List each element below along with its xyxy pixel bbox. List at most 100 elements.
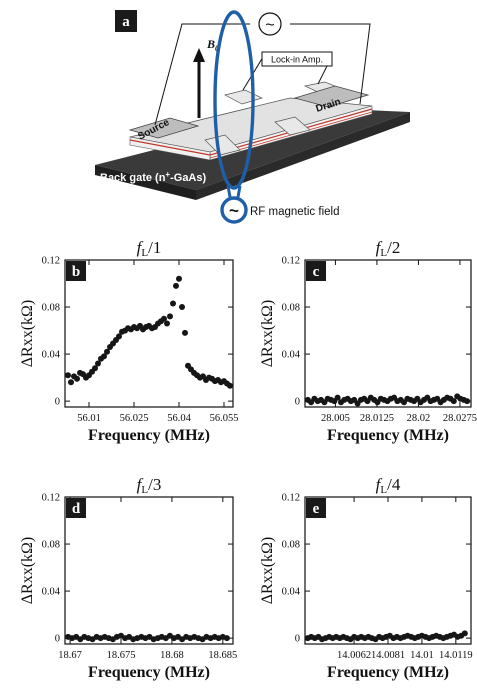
data-point-e xyxy=(461,630,468,637)
plot-frame-d xyxy=(64,496,234,645)
rf-field-label: RF magnetic field xyxy=(250,206,339,218)
plot-frame-c xyxy=(304,259,472,408)
y-tick-label-b: 0.04 xyxy=(42,350,61,361)
y-tick-label-e: 0.08 xyxy=(282,540,300,551)
y-tick-label-e: 0.12 xyxy=(282,493,300,504)
data-point-b xyxy=(92,365,98,372)
x-tick-label-d: 18.68 xyxy=(160,650,184,661)
x-tick-label-e: 14.0081 xyxy=(371,650,405,661)
chart-panel-d: 0 0.04 0.08 0.12 18.67 18.675 18.68 18.685 fL/3 F… xyxy=(19,475,237,681)
x-axis-label-c: Frequency (MHz) xyxy=(327,427,449,444)
y-axis-label-b: ΔRxx(kΩ) xyxy=(19,300,36,368)
y-axis-label-c: ΔRxx(kΩ) xyxy=(259,300,276,368)
device-schematic: Back gate (n+-GaAs) Source Drain xyxy=(95,10,410,224)
data-point-b xyxy=(176,275,182,282)
panel-a-letter-box xyxy=(115,10,137,32)
y-tick-label-c: 0.12 xyxy=(282,256,300,267)
circuit-wires xyxy=(154,23,371,126)
chart-panel-b: 0 0.04 0.08 0.12 56.01 56.025 56.04 56.055 fL/1 F… xyxy=(19,238,238,444)
panel-e-letter: e xyxy=(313,501,320,517)
plot-frame-b xyxy=(64,259,234,408)
lock-in-amp-box xyxy=(261,51,333,67)
data-point-c xyxy=(450,398,457,405)
data-point-b xyxy=(167,313,173,320)
x-tick-label-c: 28.0275 xyxy=(443,413,477,424)
data-point-b xyxy=(65,372,71,379)
data-point-c xyxy=(464,398,471,405)
back-gate-label: Back gate (n+-GaAs) xyxy=(100,170,206,184)
y-tick-label-c: 0 xyxy=(295,397,300,408)
charts-group: 0 0.04 0.08 0.12 56.01 56.025 56.04 56.055 fL/1 F… xyxy=(19,238,477,681)
data-point-b xyxy=(68,379,74,386)
x-axis-label-e: Frequency (MHz) xyxy=(327,664,449,681)
panel-a-letter: a xyxy=(122,14,130,30)
panel-e-letter-box xyxy=(306,498,326,518)
chart-title-b: fL/1 xyxy=(137,238,162,259)
source-pad xyxy=(128,117,200,139)
chart-title-e: fL/4 xyxy=(376,475,401,496)
data-point-b xyxy=(179,304,185,310)
y-tick-label-d: 0 xyxy=(55,634,60,645)
data-point-b xyxy=(74,375,80,382)
x-tick-label-e: 14.0119 xyxy=(439,650,473,661)
y-tick-label-e: 0 xyxy=(295,634,300,645)
y-axis-label-d: ΔRxx(kΩ) xyxy=(19,537,36,605)
chart-panel-c: 0 0.04 0.08 0.12 28.005 28.0125 28.02 28.0275 fL… xyxy=(259,238,477,444)
data-point-b xyxy=(227,382,233,389)
data-point-b xyxy=(95,360,101,367)
y-tick-label-d: 0.04 xyxy=(42,587,61,598)
x-axis-label-d: Frequency (MHz) xyxy=(88,664,210,681)
plot-frame-e xyxy=(304,496,472,645)
ac-source-symbol: ~ xyxy=(265,17,274,34)
panel-d-letter: d xyxy=(72,501,81,517)
y-tick-label-d: 0.08 xyxy=(42,540,60,551)
lock-in-amp-label: Lock-in Amp. xyxy=(271,55,323,65)
x-tick-label-e: 14.01 xyxy=(410,650,434,661)
y-tick-label-c: 0.08 xyxy=(282,303,300,314)
panel-b-letter: b xyxy=(72,264,80,280)
y-tick-label-b: 0.08 xyxy=(42,303,60,314)
x-tick-label-b: 56.01 xyxy=(77,413,101,424)
panel-d-letter-box xyxy=(66,498,86,518)
data-point-b xyxy=(116,333,122,340)
chart-title-c: fL/2 xyxy=(376,238,401,259)
panel-c-letter: c xyxy=(313,264,320,280)
y-tick-label-b: 0 xyxy=(55,397,60,408)
back-gate-board xyxy=(95,108,410,190)
x-tick-label-c: 28.02 xyxy=(407,413,431,424)
x-tick-label-d: 18.675 xyxy=(107,650,136,661)
rf-loop xyxy=(213,10,255,190)
y-tick-label-e: 0.04 xyxy=(282,587,301,598)
data-point-b xyxy=(173,282,179,289)
y-tick-label-d: 0.12 xyxy=(42,493,60,504)
y-tick-label-b: 0.12 xyxy=(42,256,60,267)
panel-c-letter-box xyxy=(306,261,326,281)
chart-panel-e: 0 0.04 0.08 0.12 14.0062 14.0081 14.01 14.0119 f… xyxy=(259,475,473,681)
data-point-b xyxy=(101,353,107,360)
data-point-b xyxy=(161,315,167,322)
y-tick-label-c: 0.04 xyxy=(282,350,301,361)
drain-pad xyxy=(293,85,370,108)
data-point-b xyxy=(170,300,176,307)
data-point-d xyxy=(223,635,230,642)
ac-source xyxy=(258,12,282,36)
data-point-c xyxy=(334,394,341,401)
chart-title-d: fL/3 xyxy=(137,475,162,496)
x-tick-label-b: 56.025 xyxy=(120,413,149,424)
x-tick-label-c: 28.005 xyxy=(321,413,350,424)
data-point-b xyxy=(182,329,188,336)
rf-source xyxy=(220,196,248,224)
x-tick-label-b: 56.055 xyxy=(210,413,239,424)
x-tick-label-d: 18.67 xyxy=(58,650,82,661)
rf-source-symbol: ~ xyxy=(229,201,239,220)
x-tick-label-b: 56.04 xyxy=(167,413,191,424)
panel-b-letter-box xyxy=(66,261,86,281)
x-tick-label-c: 28.0125 xyxy=(360,413,394,424)
x-axis-label-b: Frequency (MHz) xyxy=(88,427,210,444)
x-tick-label-e: 14.0062 xyxy=(337,650,371,661)
y-axis-label-e: ΔRxx(kΩ) xyxy=(259,537,276,605)
data-point-b xyxy=(104,348,110,355)
x-tick-label-d: 18.685 xyxy=(208,650,237,661)
data-point-b xyxy=(164,320,170,327)
